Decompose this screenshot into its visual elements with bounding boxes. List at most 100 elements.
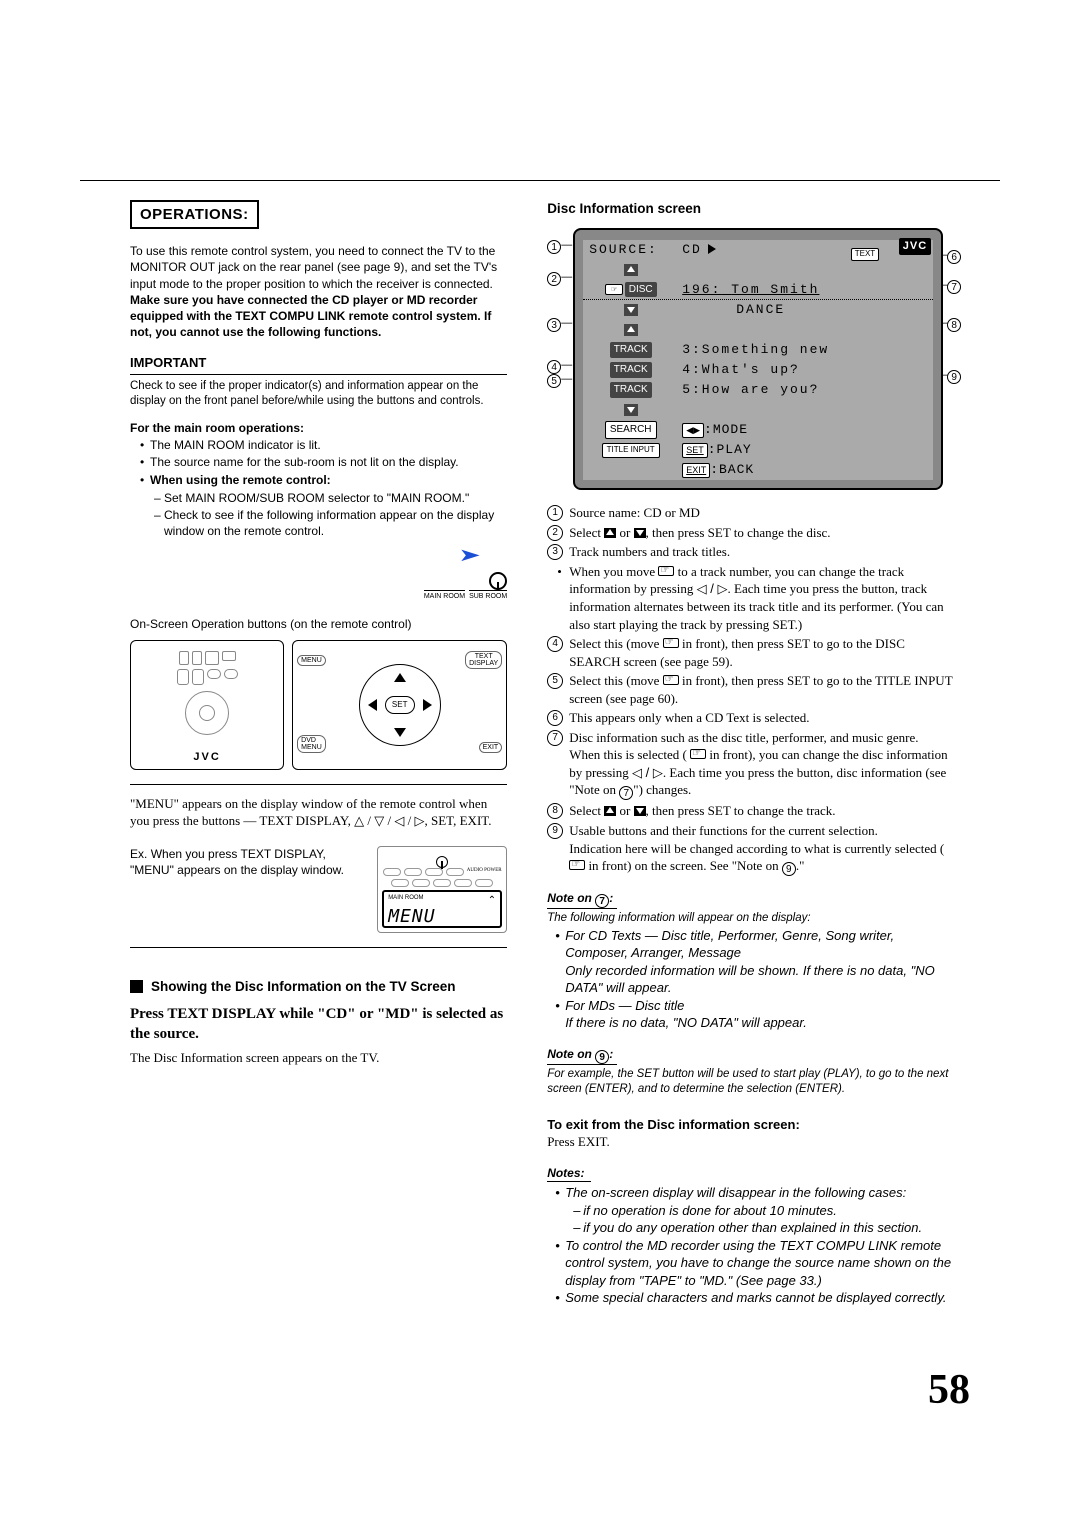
list-item: if no operation is done for about 10 min… xyxy=(573,1202,957,1220)
note7-body: The following information will appear on… xyxy=(547,911,957,1032)
important-body: Check to see if the proper indicator(s) … xyxy=(130,379,507,410)
set-button-label: SET xyxy=(385,696,415,714)
list-item: Some special characters and marks cannot… xyxy=(555,1289,957,1307)
left-icon xyxy=(368,699,377,711)
exit-button-label: EXIT xyxy=(479,742,503,753)
square-bullet-icon xyxy=(130,980,143,993)
track-num: 4: xyxy=(682,362,702,377)
callout-1: 1— xyxy=(547,238,572,254)
disc-info-heading: Disc Information screen xyxy=(547,200,957,218)
menu-para: "MENU" appears on the display window of … xyxy=(130,795,507,830)
main-room-list: The MAIN ROOM indicator is lit. The sour… xyxy=(130,437,507,539)
arrow-icon: ➤ xyxy=(458,543,481,567)
section-heading: Showing the Disc Information on the TV S… xyxy=(151,978,456,996)
list-item: The on-screen display will disappear in … xyxy=(555,1184,957,1237)
list-item: Source name: CD or MD xyxy=(547,504,957,522)
osd-caption: On-Screen Operation buttons (on the remo… xyxy=(130,616,507,632)
selector-figure: ➤ MAIN ROOM SUB ROOM xyxy=(130,543,507,601)
up-icon xyxy=(604,528,616,538)
remote-full-icon: JVC xyxy=(130,640,284,770)
play-icon xyxy=(702,242,716,257)
track-num: 3: xyxy=(682,342,702,357)
exit-body: Press EXIT. xyxy=(547,1133,957,1151)
disc-line1: Tom Smith xyxy=(731,282,819,297)
left-column: OPERATIONS: To use this remote control s… xyxy=(130,200,507,1307)
track-title: Something new xyxy=(702,342,829,357)
remote-illustration: JVC MENU DVD MENU TEXT DISPLAY EXIT SET xyxy=(130,640,507,770)
note9-body: For example, the SET button will be used… xyxy=(547,1067,957,1098)
dpad-icon: SET xyxy=(359,664,441,746)
track-title: What's up? xyxy=(702,362,800,377)
list-item: The source name for the sub-room is not … xyxy=(140,454,507,470)
list-item: Track numbers and track titles. • When y… xyxy=(547,543,957,633)
mode-label: :MODE xyxy=(704,422,748,437)
remote-heading: When using the remote control: xyxy=(150,473,331,487)
list-item: Select or , then press SET to change the… xyxy=(547,524,957,542)
right-column: Disc Information screen 1— 2— 3— 4— 5— —… xyxy=(547,200,957,1307)
disc-num: 196: xyxy=(682,282,721,297)
track-num: 5: xyxy=(682,382,702,397)
instruction-body: The Disc Information screen appears on t… xyxy=(130,1049,507,1067)
list-item: Select or , then press SET to change the… xyxy=(547,802,957,820)
callout-list: Source name: CD or MD Select or , then p… xyxy=(547,504,957,876)
lcd-text: MENU xyxy=(388,908,496,926)
down-icon xyxy=(634,528,646,538)
remote-lcd-icon: AUDIO POWER MAIN ROOM⌃ MENU xyxy=(377,846,507,933)
track-title: How are you? xyxy=(702,382,820,397)
instruction-heading: Press TEXT DISPLAY while "CD" or "MD" is… xyxy=(130,1004,507,1045)
pointer-icon xyxy=(663,675,679,685)
page-number: 58 xyxy=(928,1362,970,1419)
note7-lead: The following information will appear on… xyxy=(547,912,810,924)
ex-text: When you press TEXT DISPLAY, "MENU" appe… xyxy=(130,847,344,877)
pointer-icon xyxy=(569,860,585,870)
menu-button-label: MENU xyxy=(297,655,326,666)
back-label: :BACK xyxy=(710,462,754,477)
track-badge: TRACK xyxy=(610,382,652,398)
up-arrow-icon xyxy=(624,264,638,276)
up-arrow-icon xyxy=(624,324,638,336)
track-badge: TRACK xyxy=(610,362,652,378)
list-item: For MDs — Disc titleIf there is no data,… xyxy=(555,997,957,1032)
note7-heading: Note on 7: xyxy=(547,890,617,909)
down-icon xyxy=(634,806,646,816)
audio-power-label: AUDIO POWER xyxy=(467,868,502,876)
operations-box: OPERATIONS: xyxy=(130,200,259,229)
notes-heading: Notes: xyxy=(547,1165,591,1182)
main-room-heading: For the main room operations: xyxy=(130,420,507,436)
list-item: Select this (move in front), then press … xyxy=(547,672,957,707)
list-item: This appears only when a CD Text is sele… xyxy=(547,709,957,727)
source-value: CD xyxy=(682,242,702,257)
list-item: if you do any operation other than expla… xyxy=(573,1219,957,1237)
note-item: The on-screen display will disappear in … xyxy=(565,1185,906,1200)
list-item: When using the remote control: Set MAIN … xyxy=(140,472,507,540)
right-icon xyxy=(423,699,432,711)
selector-dial-icon xyxy=(489,572,507,590)
callout-2: 2— xyxy=(547,270,572,286)
sub-room-label: SUB ROOM xyxy=(469,590,507,601)
note9-heading: Note on 9: xyxy=(547,1046,617,1065)
notes-body: The on-screen display will disappear in … xyxy=(547,1184,957,1307)
list-item: Select this (move in front), then press … xyxy=(547,635,957,670)
list-item: The MAIN ROOM indicator is lit. xyxy=(140,437,507,453)
set-badge: SET xyxy=(682,443,708,457)
play-label: :PLAY xyxy=(708,442,752,457)
main-room-label: MAIN ROOM xyxy=(424,590,465,601)
up-icon xyxy=(394,673,406,682)
callout-5: 5— xyxy=(547,372,572,388)
note-item: For MDs — Disc title xyxy=(565,998,684,1013)
pointer-icon xyxy=(658,566,674,576)
intro-bold: Make sure you have connected the CD play… xyxy=(130,293,491,339)
item-text: Track numbers and track titles. xyxy=(569,544,730,559)
note-item: For CD Texts — Disc title, Performer, Ge… xyxy=(565,928,894,961)
top-rule xyxy=(80,180,1000,181)
exit-badge: EXIT xyxy=(682,463,710,477)
remote-dpad-icon: MENU DVD MENU TEXT DISPLAY EXIT SET xyxy=(292,640,507,770)
list-item: For CD Texts — Disc title, Performer, Ge… xyxy=(555,927,957,997)
lr-icon: ◀▶ xyxy=(682,423,704,437)
pointer-icon xyxy=(663,638,679,648)
signal-icon: ⌃ xyxy=(488,894,496,908)
down-arrow-icon xyxy=(624,304,638,316)
text-display-button-label: TEXT DISPLAY xyxy=(465,651,502,669)
list-item: Disc information such as the disc title,… xyxy=(547,729,957,801)
text-badge: TEXT xyxy=(851,248,879,261)
